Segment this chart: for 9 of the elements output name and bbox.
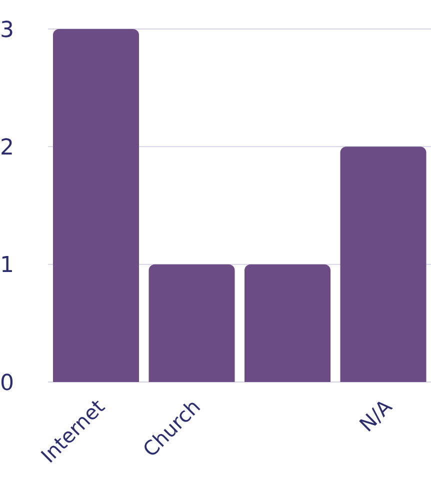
y-tick-label: 1 [0,253,14,278]
bar [53,29,139,382]
bar [148,264,235,382]
bar [340,146,426,382]
y-tick-label: 3 [0,18,14,43]
y-tick-label: 2 [0,135,14,160]
bar [244,264,330,382]
x-tick-label: N/A [354,394,397,436]
y-tick-label: 0 [0,370,14,396]
